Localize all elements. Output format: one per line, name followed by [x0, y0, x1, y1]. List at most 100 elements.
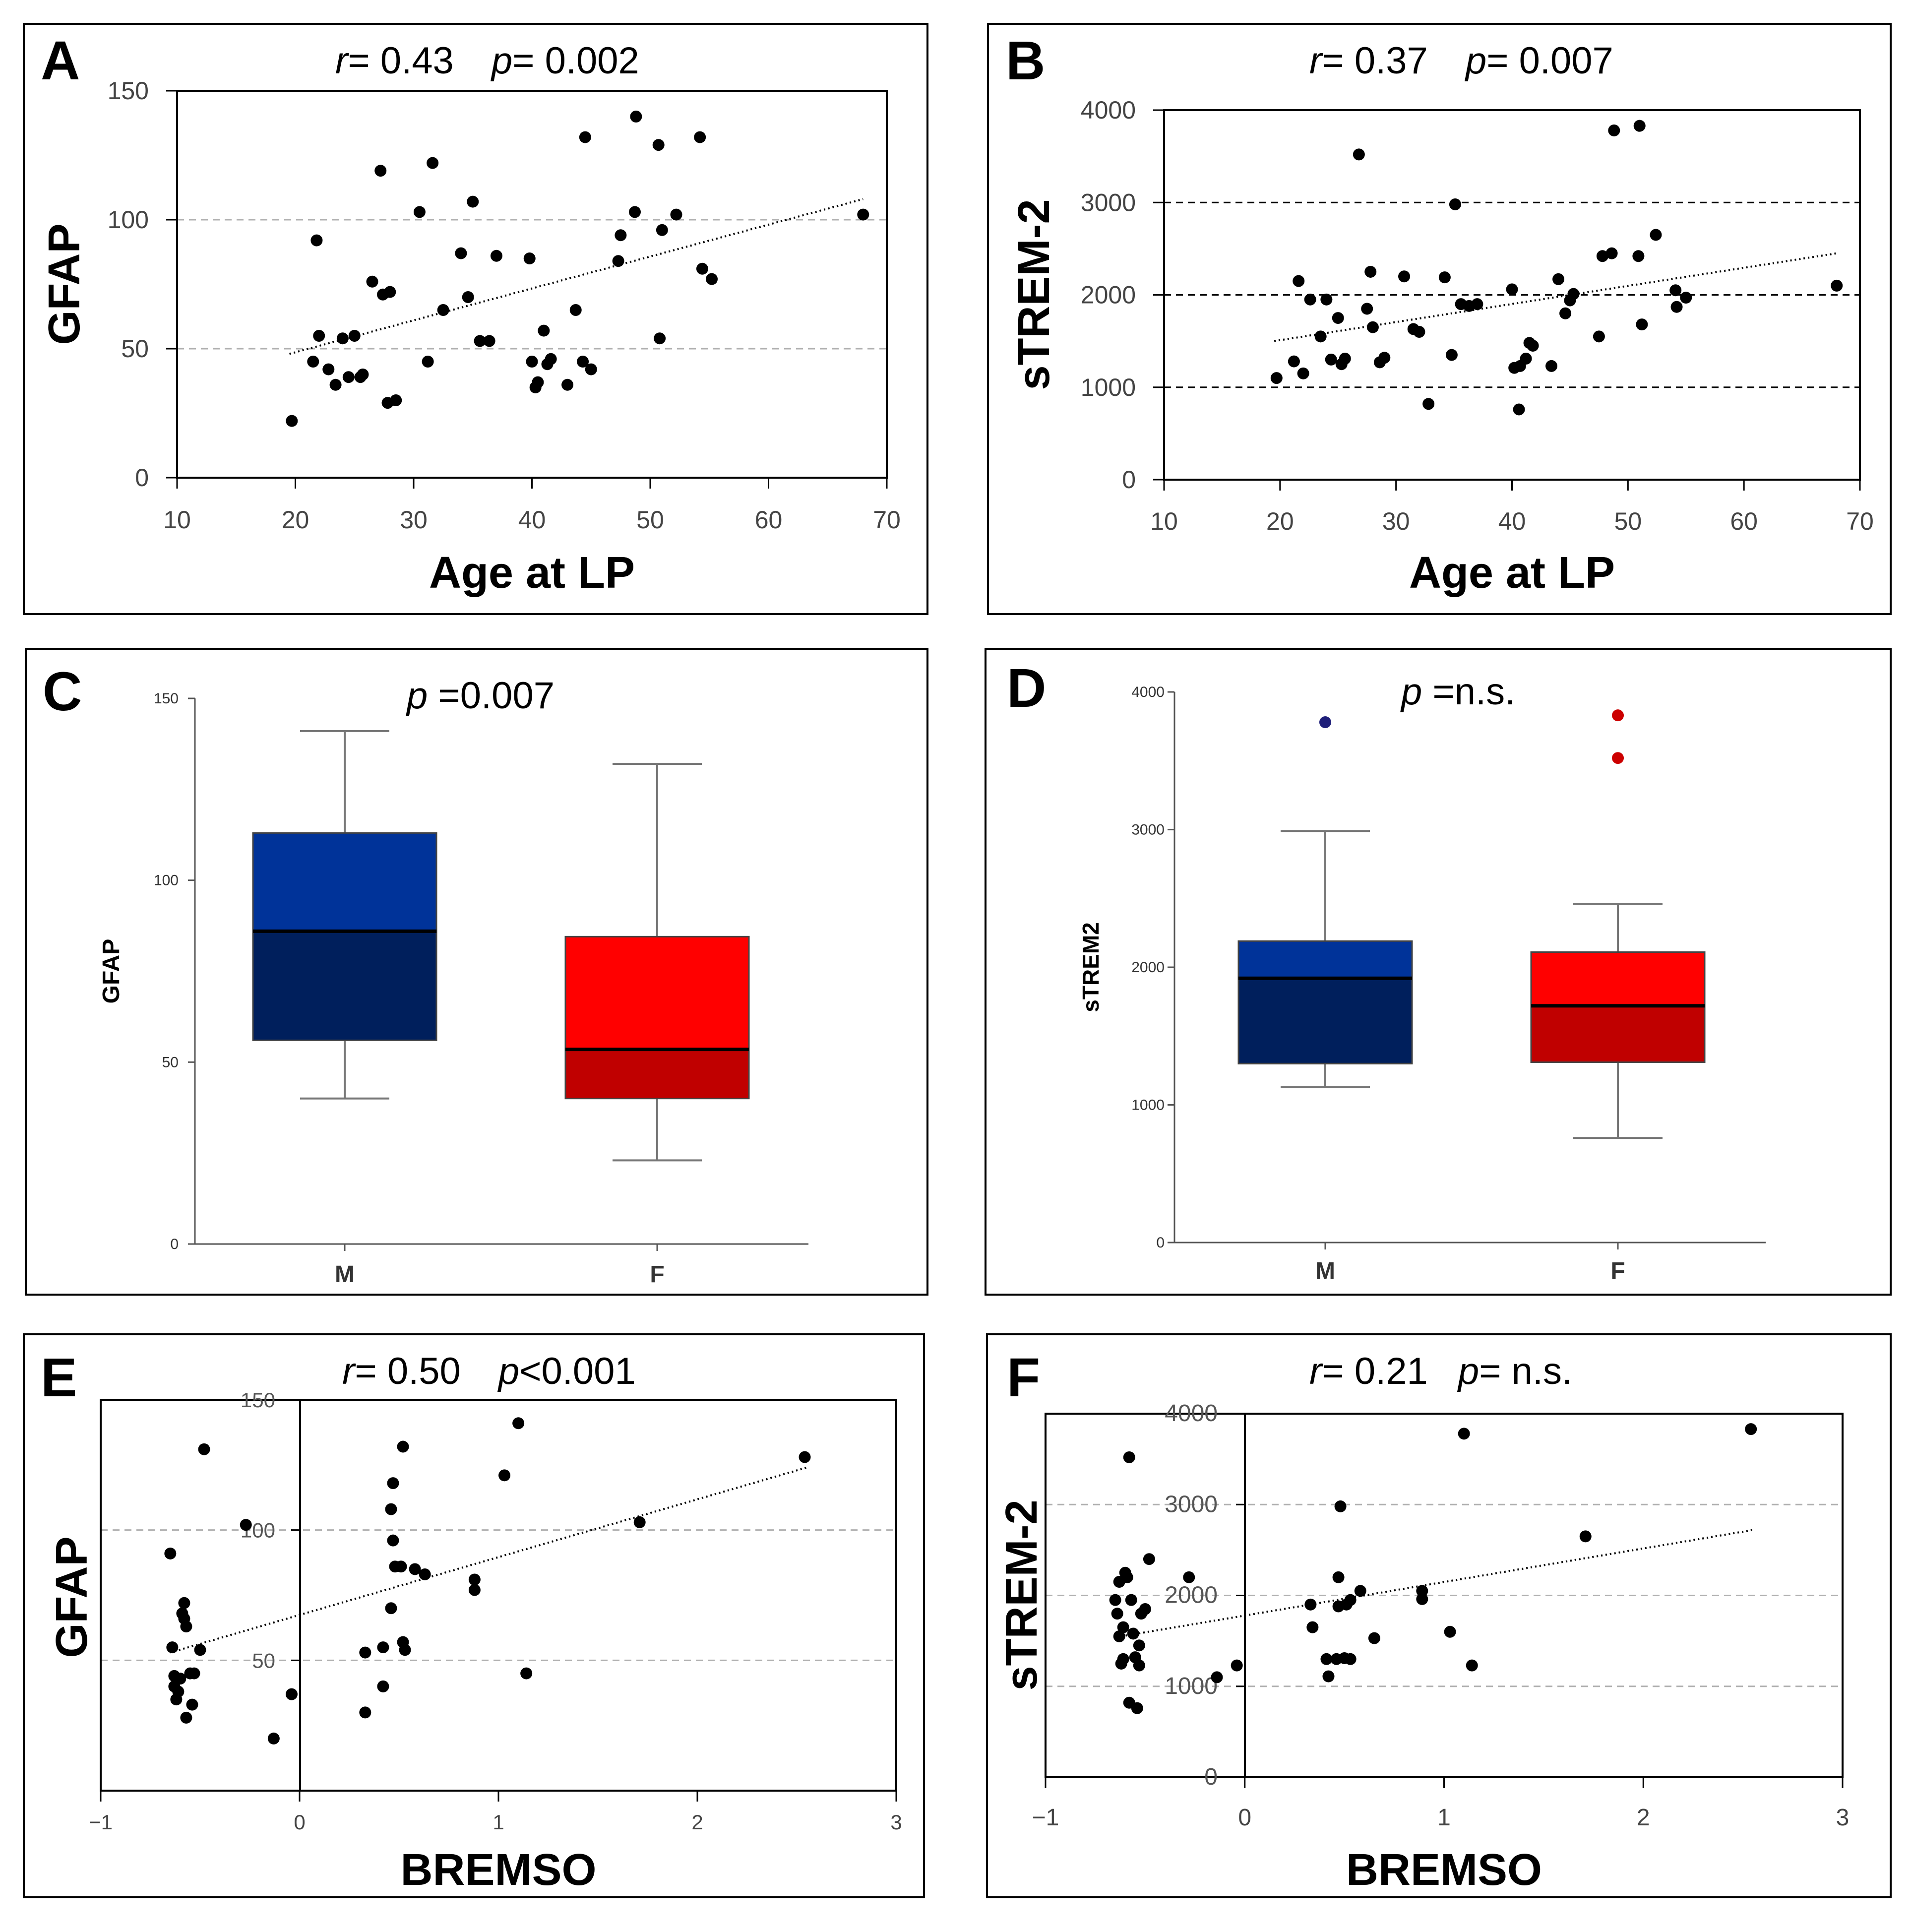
x-tick-label: 40	[1498, 507, 1526, 535]
data-point	[512, 1417, 525, 1430]
outlier-point	[1612, 709, 1624, 722]
x-tick-label: 20	[1266, 507, 1294, 535]
stats-title-A: r= 0.43 p= 0.002	[335, 40, 639, 82]
data-point	[538, 324, 550, 337]
plot-frame	[100, 1399, 897, 1792]
y-tick-label: 0	[135, 464, 149, 492]
data-point	[1449, 198, 1461, 210]
data-point	[462, 291, 474, 303]
data-point	[628, 206, 641, 218]
data-point	[483, 335, 495, 347]
data-point	[1353, 148, 1365, 161]
data-point	[1325, 353, 1337, 366]
stats-title-C: p =0.007	[406, 675, 555, 717]
data-point	[322, 363, 335, 375]
x-tick-label: M	[1315, 1258, 1335, 1284]
data-point	[1344, 1594, 1357, 1606]
data-point	[313, 330, 325, 342]
panel-letter-A: A	[41, 30, 80, 91]
outlier-point	[1319, 716, 1331, 729]
y-axis-label: GFAP	[98, 939, 124, 1004]
panel-frame-B	[987, 23, 1892, 615]
p-symbol: p	[1400, 671, 1422, 713]
p-value: 0.007	[1519, 40, 1613, 82]
data-point	[180, 1711, 192, 1724]
x-tick-label: 10	[1150, 507, 1178, 535]
data-point	[1211, 1671, 1223, 1683]
data-point	[348, 330, 361, 342]
x-axis-label: Age at LP	[1409, 548, 1615, 598]
data-point	[1113, 1630, 1125, 1642]
box-upper-half	[1531, 952, 1705, 1006]
data-point	[164, 1547, 177, 1559]
data-point	[1520, 353, 1532, 365]
data-point	[1344, 1653, 1357, 1665]
data-point	[1125, 1594, 1137, 1606]
data-point	[1670, 301, 1683, 313]
x-tick-label: 2	[691, 1810, 703, 1834]
panel-frame-D	[985, 648, 1892, 1296]
y-axis-label: sTREM-2	[1009, 199, 1059, 390]
x-tick-label: 0	[294, 1810, 305, 1834]
data-point	[654, 332, 666, 345]
data-point	[390, 394, 402, 406]
data-point	[1314, 330, 1327, 343]
data-point	[696, 262, 708, 275]
x-tick-label: 40	[518, 506, 546, 534]
data-point	[395, 1560, 407, 1573]
data-point	[1608, 124, 1620, 136]
data-point	[612, 255, 624, 267]
data-point	[1143, 1553, 1155, 1565]
data-point	[455, 247, 467, 259]
data-point	[357, 369, 369, 380]
plot-area-C: 0 50 100 150 M F GFAP	[98, 690, 808, 1288]
x-tick-label: 70	[873, 506, 901, 534]
data-point	[1633, 120, 1646, 132]
box-lower-half	[1238, 978, 1412, 1064]
data-point	[1416, 1593, 1428, 1605]
data-point	[630, 111, 642, 123]
p-symbol: p	[491, 40, 512, 82]
y-axis-label: sTREM2	[1078, 922, 1104, 1012]
data-point	[1527, 339, 1539, 352]
data-point	[1288, 355, 1300, 368]
data-point	[694, 131, 706, 143]
box-upper-half	[1238, 941, 1412, 979]
data-point	[310, 234, 323, 247]
data-point	[366, 275, 378, 288]
plot-area-A: 10 20 30 40 50 60 70 0 50 100 150 Age at LP GFAP	[40, 77, 901, 598]
stats-title-F: r= 0.21 p= n.s.	[1309, 1350, 1572, 1392]
y-axis-label: GFAP	[47, 1536, 97, 1658]
box-upper-half	[253, 833, 436, 932]
outlier-point	[1612, 752, 1624, 764]
panel-letter-F: F	[1007, 1347, 1040, 1408]
p-eq: =	[1486, 40, 1519, 82]
box-outline	[252, 832, 437, 1041]
data-point	[384, 286, 396, 298]
x-tick-label: 60	[1730, 507, 1758, 535]
x-tick-label: −1	[89, 1810, 113, 1834]
y-tick-label: 2000	[1081, 281, 1136, 309]
data-point	[240, 1519, 252, 1531]
p-symbol: p	[497, 1350, 519, 1392]
data-point	[1111, 1608, 1123, 1620]
data-point	[194, 1644, 206, 1656]
x-tick-label: 30	[1382, 507, 1410, 535]
data-point	[1605, 247, 1618, 259]
data-point	[1445, 349, 1458, 361]
data-point	[1378, 352, 1391, 364]
data-point	[1422, 398, 1435, 410]
x-tick-label: 30	[400, 506, 428, 534]
r-symbol: r	[1309, 1350, 1323, 1392]
y-tick-label: 4000	[1081, 96, 1136, 124]
stats-gap	[1455, 40, 1466, 82]
y-tick-label: 4000	[1165, 1400, 1218, 1427]
data-point	[413, 206, 426, 218]
r-eq: =	[1322, 40, 1355, 82]
data-point	[329, 378, 342, 391]
data-point	[1416, 1585, 1428, 1597]
data-point	[545, 353, 557, 365]
data-point	[387, 1477, 399, 1490]
data-point	[1444, 1625, 1456, 1638]
